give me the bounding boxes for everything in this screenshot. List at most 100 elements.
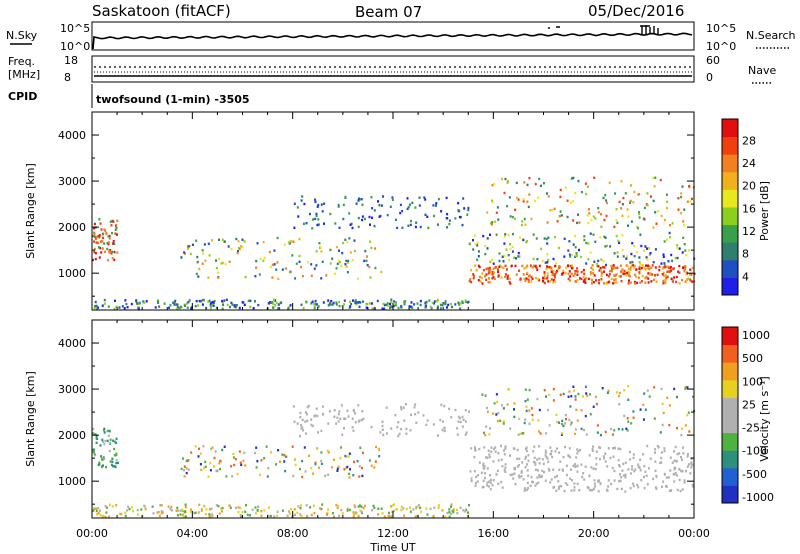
power-return — [464, 299, 467, 302]
velocity-return — [654, 448, 657, 451]
power-return — [519, 278, 522, 281]
power-return — [646, 192, 649, 195]
velocity-return — [684, 387, 687, 390]
power-return — [335, 303, 338, 306]
power-return — [606, 244, 608, 248]
power-return — [477, 250, 480, 253]
power-return — [215, 259, 217, 262]
velocity-return — [340, 508, 343, 512]
power-return — [568, 240, 571, 243]
velocity-return — [223, 445, 226, 448]
velocity-return — [521, 461, 524, 464]
velocity-return — [550, 452, 552, 456]
velocity-return — [305, 504, 308, 507]
power-return — [362, 300, 364, 303]
power-return — [101, 240, 104, 243]
power-return — [605, 201, 608, 205]
velocity-return — [310, 466, 313, 470]
power-return — [343, 299, 346, 302]
power-return — [435, 202, 438, 205]
velocity-return — [115, 441, 118, 445]
velocity-return — [170, 505, 173, 509]
power-return — [614, 278, 617, 281]
power-return — [600, 274, 603, 278]
velocity-return — [338, 410, 341, 413]
power-return — [514, 264, 517, 268]
velocity-return — [546, 457, 549, 460]
power-return — [481, 272, 484, 275]
power-return — [528, 274, 531, 277]
velocity-return — [300, 427, 303, 430]
power-return — [305, 222, 308, 225]
velocity-return — [233, 463, 236, 467]
power-return — [638, 256, 641, 259]
velocity-return — [229, 506, 232, 509]
power-return — [486, 237, 489, 240]
power-return — [508, 277, 511, 280]
power-return — [608, 273, 611, 276]
power-return — [542, 276, 544, 280]
power-return — [320, 203, 323, 206]
power-return — [437, 197, 440, 201]
nave-tick-bottom: 0 — [706, 71, 713, 84]
velocity-return — [490, 450, 493, 453]
power-return — [647, 277, 650, 280]
power-return — [382, 302, 385, 306]
velocity-return — [619, 447, 622, 451]
velocity-return — [232, 452, 235, 456]
power-return — [581, 190, 583, 194]
power-return — [650, 280, 653, 283]
velocity-return — [492, 412, 495, 415]
velocity-return — [92, 450, 95, 453]
power-return — [558, 215, 561, 218]
power-return — [354, 299, 357, 302]
power-return — [271, 276, 274, 279]
velocity-return — [522, 478, 525, 481]
velocity-return — [639, 458, 642, 461]
velocity-return — [115, 461, 118, 465]
velocity-return — [484, 394, 487, 397]
velocity-return — [555, 413, 558, 416]
power-return — [553, 207, 556, 210]
power-return — [613, 252, 616, 255]
nsearch-label: N.Search — [746, 29, 796, 42]
velocity-return — [581, 475, 584, 479]
velocity-return — [632, 482, 635, 485]
power-return — [241, 245, 244, 249]
power-return — [553, 276, 556, 279]
velocity-return — [441, 420, 444, 423]
velocity-return — [354, 421, 357, 424]
velocity-return — [538, 457, 541, 460]
velocity-return — [629, 472, 632, 475]
power-return — [582, 268, 585, 272]
velocity-return — [527, 454, 530, 457]
velocity-return — [646, 389, 649, 392]
power-return — [212, 304, 215, 307]
power-return — [673, 276, 676, 279]
velocity-ylabel: Slant Range [km] — [24, 371, 37, 467]
power-return — [344, 238, 347, 241]
velocity-return — [618, 391, 621, 395]
power-return — [406, 197, 409, 200]
power-return — [516, 196, 518, 200]
velocity-return — [461, 425, 464, 428]
power-return — [371, 216, 373, 219]
velocity-return — [302, 429, 305, 432]
power-return — [176, 307, 179, 310]
velocity-return — [579, 448, 582, 452]
velocity-return — [314, 462, 317, 466]
velocity-return — [190, 508, 193, 511]
power-return — [567, 249, 570, 252]
power-return — [523, 217, 526, 221]
velocity-return — [111, 460, 114, 463]
velocity-return — [646, 483, 649, 486]
velocity-return — [93, 507, 96, 510]
power-return — [500, 276, 503, 279]
velocity-return — [313, 415, 316, 418]
velocity-return — [140, 508, 143, 511]
velocity-return — [321, 405, 324, 408]
power-return — [355, 301, 358, 304]
power-return — [296, 206, 299, 209]
power-return — [191, 243, 194, 246]
power-return — [101, 304, 104, 308]
